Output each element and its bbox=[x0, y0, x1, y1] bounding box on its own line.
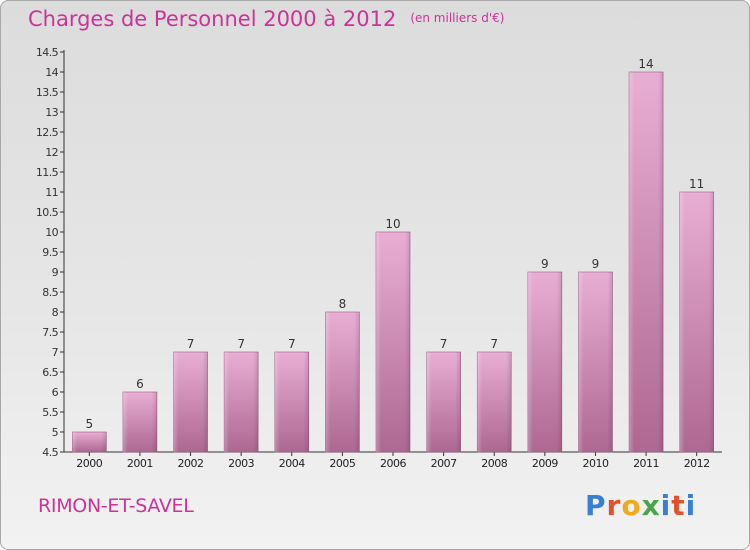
y-tick-label: 5.5 bbox=[42, 406, 58, 419]
y-tick-label: 11.5 bbox=[36, 166, 59, 179]
town-name: RIMON-ET-SAVEL bbox=[38, 495, 194, 517]
chart-axes: 4.5 5 5.5 6 6.5 7 7.5 8 8.5 9 9.5 10 10.5 11 11.5 12 12.… bbox=[36, 46, 722, 459]
bar-shade-2011 bbox=[629, 72, 664, 452]
y-tick-label: 7.5 bbox=[42, 326, 58, 339]
data-label: 7 bbox=[187, 337, 195, 351]
chart-labels: 2000 5 2001 6 2002 7 2003 7 2004 7 2005 8 2006 10 2007… bbox=[76, 57, 710, 470]
bar-shade-2012 bbox=[679, 192, 714, 452]
x-tick-label: 2010 bbox=[582, 457, 608, 470]
data-label: 7 bbox=[440, 337, 448, 351]
data-label: 6 bbox=[136, 377, 144, 391]
x-tick-label: 2002 bbox=[178, 457, 204, 470]
y-tick-label: 12 bbox=[45, 146, 58, 159]
bar-shade-2006 bbox=[376, 232, 410, 452]
bar-shade-2002 bbox=[173, 352, 208, 452]
x-tick-label: 2000 bbox=[76, 457, 102, 470]
data-label: 10 bbox=[385, 217, 400, 231]
y-tick-label: 9 bbox=[52, 266, 59, 279]
proxiti-logo: Proxiti bbox=[585, 489, 697, 522]
y-tick-label: 10 bbox=[45, 226, 58, 239]
y-tick-label: 4.5 bbox=[42, 446, 58, 459]
y-tick-label: 14.5 bbox=[36, 46, 59, 59]
x-tick-label: 2007 bbox=[431, 457, 457, 470]
y-tick-label: 13.5 bbox=[36, 86, 59, 99]
x-tick-label: 2011 bbox=[633, 457, 659, 470]
chart-subtitle: (en milliers d'€) bbox=[410, 11, 505, 25]
x-tick-label: 2003 bbox=[228, 457, 254, 470]
data-label: 7 bbox=[490, 337, 498, 351]
y-tick-label: 6 bbox=[52, 386, 59, 399]
bar-shade-2010 bbox=[578, 272, 613, 452]
y-tick-label: 5 bbox=[52, 426, 59, 439]
y-tick-label: 6.5 bbox=[42, 366, 58, 379]
x-tick-label: 2012 bbox=[684, 457, 710, 470]
data-label: 5 bbox=[85, 417, 93, 431]
x-tick-label: 2005 bbox=[329, 457, 355, 470]
bar-shade-2003 bbox=[224, 352, 259, 452]
bar-shade-2001 bbox=[122, 392, 157, 452]
data-label: 7 bbox=[237, 337, 245, 351]
x-tick-label: 2008 bbox=[481, 457, 507, 470]
y-tick-label: 7 bbox=[52, 346, 59, 359]
chart-title-block: Charges de Personnel 2000 à 2012 (en mill… bbox=[28, 7, 504, 31]
bar-shade-2005 bbox=[325, 312, 360, 452]
y-tick-label: 8 bbox=[52, 306, 59, 319]
data-label: 8 bbox=[339, 297, 347, 311]
x-tick-label: 2006 bbox=[380, 457, 406, 470]
y-tick-label: 8.5 bbox=[42, 286, 58, 299]
y-tick-label: 14 bbox=[45, 66, 58, 79]
y-tick-label: 11 bbox=[45, 186, 58, 199]
x-tick-label: 2004 bbox=[279, 457, 305, 470]
bar-shade-2009 bbox=[527, 272, 562, 452]
x-tick-label: 2009 bbox=[532, 457, 558, 470]
bar-shade-2000 bbox=[72, 432, 107, 452]
data-label: 9 bbox=[541, 257, 549, 271]
data-label: 7 bbox=[288, 337, 296, 351]
bar-shade-2007 bbox=[426, 352, 461, 452]
data-label: 11 bbox=[689, 177, 704, 191]
y-tick-label: 13 bbox=[45, 106, 58, 119]
x-tick-label: 2001 bbox=[127, 457, 153, 470]
y-tick-label: 12.5 bbox=[36, 126, 59, 139]
data-label: 9 bbox=[592, 257, 600, 271]
chart-bars bbox=[72, 71, 714, 453]
data-label: 14 bbox=[638, 57, 653, 71]
bar-shade-2004 bbox=[274, 352, 309, 452]
y-tick-label: 9.5 bbox=[42, 246, 58, 259]
bar-shade-2008 bbox=[477, 352, 512, 452]
y-tick-label: 10.5 bbox=[36, 206, 59, 219]
chart-title: Charges de Personnel 2000 à 2012 bbox=[28, 7, 397, 31]
